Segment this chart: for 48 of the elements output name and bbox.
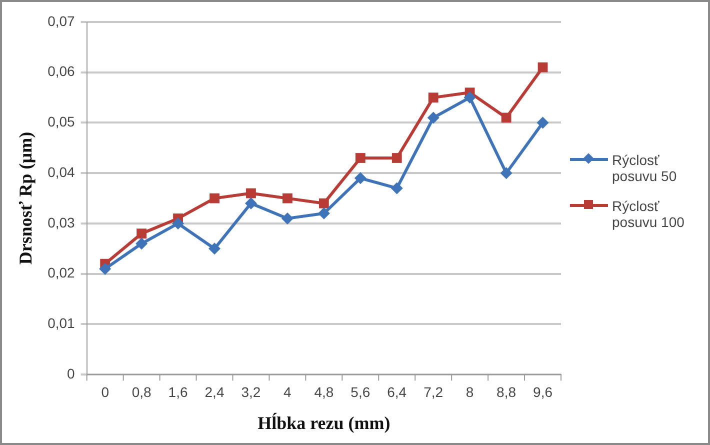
- point: [208, 242, 221, 255]
- y-tick-label: 0,04: [48, 164, 76, 180]
- point: [210, 193, 220, 204]
- point: [282, 193, 292, 204]
- point: [500, 167, 512, 180]
- point: [318, 207, 330, 220]
- y-tick-label: 0,05: [48, 114, 76, 130]
- x-tick-label: 1,6: [168, 384, 188, 400]
- y-tick-label: 0,02: [48, 264, 76, 281]
- x-axis-title: Hĺbka rezu (mm): [258, 412, 390, 433]
- point: [99, 262, 112, 275]
- y-tick-label: 0: [67, 365, 76, 382]
- legend-label: Rýclosť posuvu 50: [612, 152, 678, 184]
- point: [354, 172, 366, 184]
- point: [355, 153, 366, 163]
- x-tick-label: 8,8: [496, 384, 516, 400]
- point: [536, 116, 549, 129]
- point: [428, 92, 438, 103]
- x-tick-label: 2,4: [204, 384, 224, 400]
- y-tick-label: 0,06: [48, 63, 76, 80]
- point: [136, 238, 148, 250]
- x-tick-label: 0,8: [132, 384, 152, 400]
- point: [318, 198, 329, 208]
- x-tick-label: 3,2: [241, 384, 261, 400]
- x-tick-label: 6,4: [387, 384, 407, 400]
- point: [538, 62, 548, 72]
- y-tick-label: 0,03: [48, 214, 76, 230]
- point: [136, 228, 147, 239]
- y-tick-label: 0,07: [48, 12, 76, 29]
- y-axis-title: Drsnosť Rp (µm): [15, 132, 36, 265]
- x-tick-label: 9,6: [533, 384, 553, 400]
- x-tick-label: 4,8: [314, 384, 334, 400]
- point: [464, 92, 476, 104]
- y-tick-label: 0,01: [48, 315, 76, 332]
- point: [501, 112, 512, 123]
- point: [172, 217, 184, 230]
- point: [390, 182, 403, 194]
- legend-label: Rýclosť posuvu 100: [612, 198, 686, 230]
- x-tick-label: 8: [466, 384, 474, 400]
- x-tick-label: 7,2: [424, 384, 444, 400]
- point: [427, 112, 440, 124]
- x-tick-label: 5,6: [350, 384, 370, 400]
- point: [244, 197, 257, 210]
- x-tick-label: 4: [284, 384, 292, 400]
- point: [281, 212, 294, 224]
- x-tick-label: 0: [101, 384, 110, 400]
- point: [246, 188, 256, 198]
- point: [392, 153, 402, 163]
